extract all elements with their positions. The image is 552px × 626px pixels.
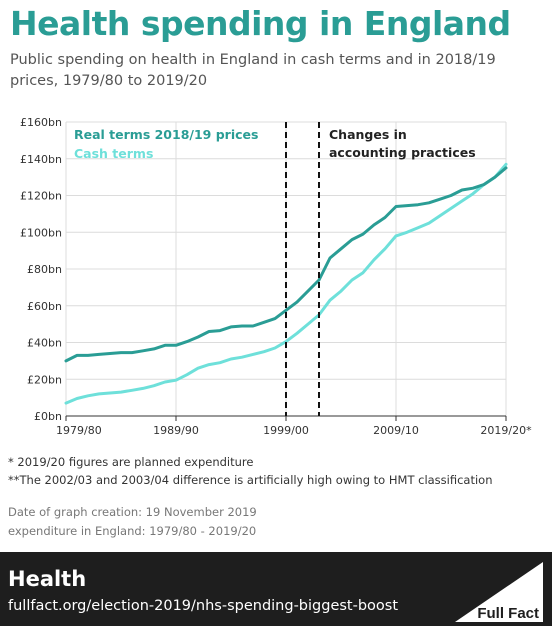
legend-entry: Cash terms — [74, 146, 153, 161]
y-tick-label: £0bn — [34, 410, 62, 423]
chart-notes: * 2019/20 figures are planned expenditur… — [8, 453, 493, 489]
full-fact-logo: Full Fact — [455, 562, 543, 622]
annotation-text: accounting practices — [329, 145, 476, 160]
y-tick-label: £100bn — [20, 226, 62, 239]
line-chart: £0bn £20bn £40bn £60bn £80bn £100bn £120bn £140… — [20, 116, 532, 437]
footer-title: Health — [8, 567, 87, 591]
annotation-text: Changes in — [329, 127, 407, 142]
y-tick-label: £80bn — [27, 263, 62, 276]
y-tick-label: £20bn — [27, 373, 62, 386]
y-tick-label: £120bn — [20, 190, 62, 203]
y-tick-label: £40bn — [27, 337, 62, 350]
page-title: Health spending in England — [10, 4, 511, 43]
source-line: expenditure in England: 1979/80 - 2019/2… — [8, 524, 257, 538]
chart-meta: Date of graph creation: 19 November 2019… — [8, 503, 257, 541]
series-line-cash-terms — [64, 162, 508, 405]
note-planned-expenditure: * 2019/20 figures are planned expenditur… — [8, 455, 254, 469]
series-line-real-terms-2018-19-prices — [64, 166, 508, 363]
y-tick-label: £60bn — [27, 300, 62, 313]
x-tick-label: 1989/90 — [153, 424, 199, 437]
creation-date: Date of graph creation: 19 November 2019 — [8, 505, 257, 519]
y-tick-label: £140bn — [20, 153, 62, 166]
x-tick-label: 2019/20* — [480, 424, 532, 437]
x-tick-label: 2009/10 — [373, 424, 419, 437]
x-tick-label: 1999/00 — [263, 424, 309, 437]
note-hmt-classification: **The 2002/03 and 2003/04 difference is … — [8, 473, 493, 487]
legend-entry: Real terms 2018/19 prices — [74, 127, 258, 142]
logo-text: Full Fact — [477, 605, 539, 622]
footer: Health fullfact.org/election-2019/nhs-sp… — [0, 552, 552, 626]
page-subtitle: Public spending on health in England in … — [10, 52, 496, 89]
y-tick-label: £160bn — [20, 116, 62, 129]
footer-url[interactable]: fullfact.org/election-2019/nhs-spending-… — [8, 598, 399, 614]
x-tick-label: 1979/80 — [56, 424, 102, 437]
